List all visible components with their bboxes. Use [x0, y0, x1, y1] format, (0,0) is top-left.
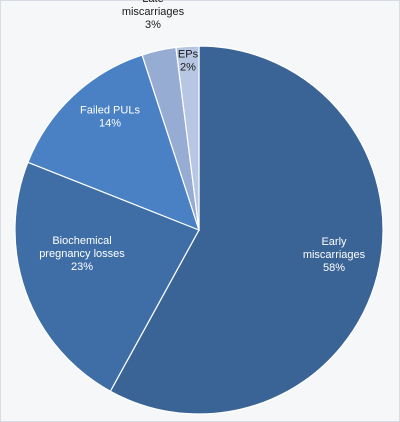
slice-label-line: EPs: [178, 49, 199, 61]
slice-label-line: pregnancy losses: [39, 248, 125, 260]
slice-label-line: miscarriages: [122, 6, 185, 18]
slice-percent: 3%: [145, 19, 161, 31]
slice-label-failed-puls: Failed PULs 14%: [80, 105, 140, 130]
slice-label-line: Early: [321, 236, 347, 248]
pie-slice-biochemical-pregnancy-losses: [14, 161, 200, 393]
slice-percent: 23%: [71, 261, 93, 273]
slice-label-line: Biochemical: [52, 235, 111, 247]
slice-label-line: Failed PULs: [80, 105, 140, 117]
slice-percent: 58%: [323, 262, 345, 274]
slice-percent: 14%: [99, 118, 121, 130]
slice-label-eps: EPs 2%: [178, 49, 199, 74]
slice-label-line: miscarriages: [303, 249, 366, 261]
pie-slice-early-miscarriages: [109, 45, 384, 415]
slice-label-early-miscarriages: Early miscarriages 58%: [303, 236, 366, 274]
slice-label-late-miscarriages: Latemiscarriages3%: [122, 0, 185, 31]
pie-slice-eps: [175, 45, 200, 231]
slice-percent: 2%: [180, 62, 196, 74]
slice-label-line: Late: [142, 0, 163, 5]
slice-label-biochemical-pregnancy-losses: Biochemical pregnancy losses 23%: [39, 235, 125, 273]
